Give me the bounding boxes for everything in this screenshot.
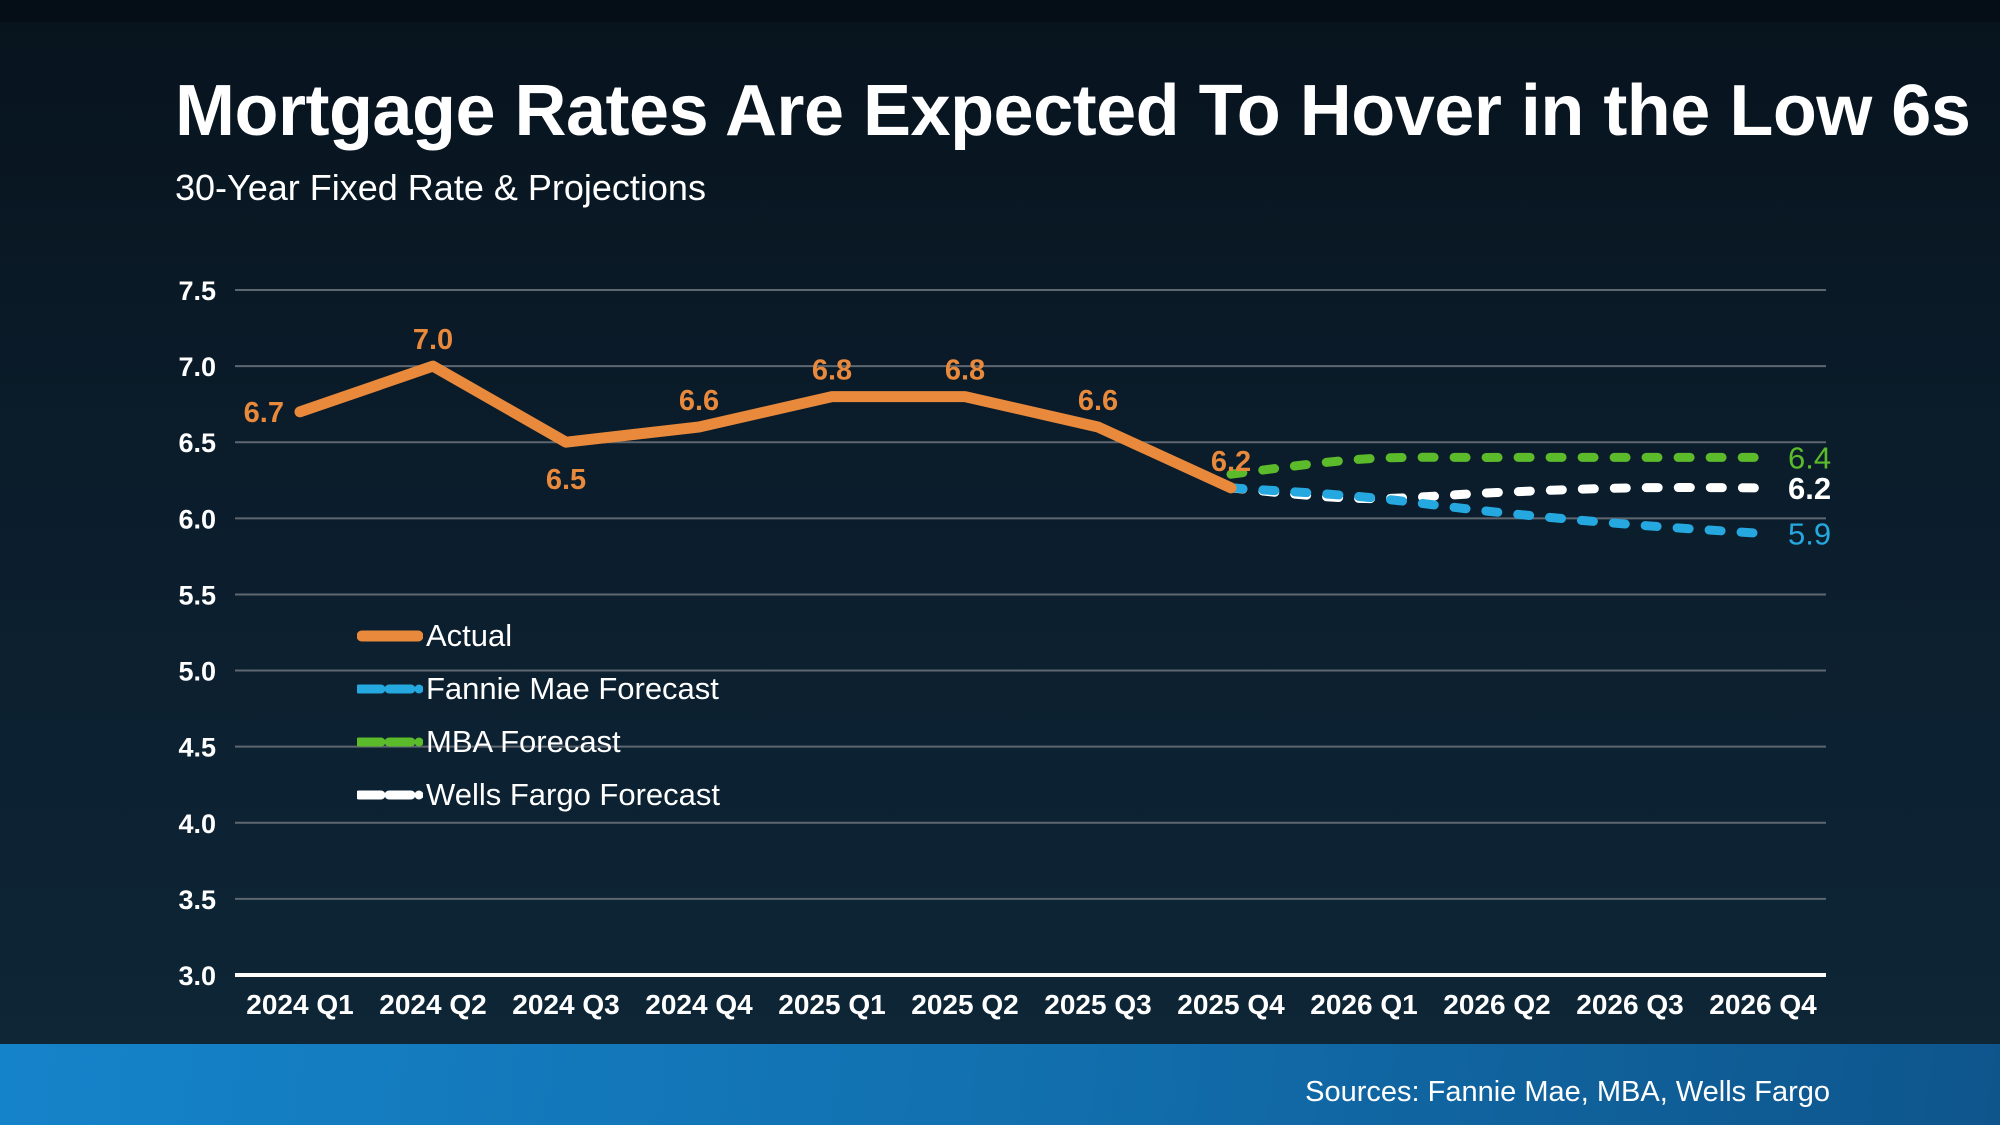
data-label: 6.6	[679, 385, 719, 417]
page-subtitle: 30-Year Fixed Rate & Projections	[175, 167, 706, 208]
series-line-wells-fargo-forecast	[1226, 483, 1768, 504]
legend-item-fannie-mae-forecast: Fannie Mae Forecast	[357, 662, 720, 715]
data-label: 6.8	[945, 355, 985, 387]
y-axis-label: 7.0	[178, 352, 216, 382]
dashed-line-swatch-icon	[357, 737, 423, 746]
y-axis-label: 3.5	[178, 885, 216, 915]
legend-label: Actual	[426, 617, 513, 653]
forecast-end-label: 6.2	[1788, 471, 1831, 506]
series-line-actual	[294, 360, 1237, 494]
top-bar	[0, 0, 2000, 22]
source-text: Sources: Fannie Mae, MBA, Wells Fargo	[1305, 1076, 1830, 1108]
x-axis-label: 2024 Q4	[645, 989, 753, 1020]
data-label: 6.8	[812, 355, 852, 387]
y-axis-label: 5.5	[178, 580, 216, 610]
x-axis-label: 2025 Q4	[1177, 989, 1285, 1020]
x-axis-label: 2024 Q1	[246, 989, 353, 1020]
solid-line-swatch-icon	[357, 630, 423, 641]
data-label: 6.2	[1211, 446, 1251, 478]
x-axis-label: 2025 Q3	[1044, 989, 1151, 1020]
y-axis-labels: 7.5 7.0 6.5 6.0 5.5 5.0 4.5 4.0 3.5 3.0	[178, 276, 216, 991]
forecast-end-label: 5.9	[1788, 517, 1831, 552]
x-axis-label: 2026 Q1	[1310, 989, 1417, 1020]
y-axis-label: 4.0	[178, 809, 216, 839]
legend-item-mba-forecast: MBA Forecast	[357, 715, 720, 768]
forecast-end-label: 6.4	[1788, 440, 1831, 475]
chart-legend: Actual Fannie Mae Forecast MBA Forecast Wel…	[357, 609, 720, 821]
gridlines	[235, 289, 1826, 977]
y-axis-label: 7.5	[178, 276, 216, 306]
y-axis-label: 4.5	[178, 733, 216, 763]
page-title: Mortgage Rates Are Expected To Hover in …	[175, 71, 1971, 151]
legend-item-actual: Actual	[357, 609, 720, 662]
x-axis-label: 2024 Q2	[379, 989, 486, 1020]
y-axis-label: 6.0	[178, 504, 216, 534]
x-axis-label: 2026 Q3	[1576, 989, 1683, 1020]
data-labels: 6.7 7.0 6.5 6.6 6.8 6.8 6.6 6.2	[244, 324, 1251, 496]
y-axis-label: 5.0	[178, 657, 216, 687]
data-label: 7.0	[413, 324, 453, 356]
series-line-fannie-mae-forecast	[1226, 483, 1768, 539]
footer-bar: Sources: Fannie Mae, MBA, Wells Fargo	[0, 1044, 2000, 1125]
legend-label: MBA Forecast	[426, 723, 621, 759]
x-axis-label: 2026 Q4	[1709, 989, 1817, 1020]
end-labels: 6.2 5.9 6.4	[1788, 440, 1831, 551]
dashed-line-swatch-icon	[357, 790, 423, 799]
dashed-line-swatch-icon	[357, 684, 423, 693]
legend-label: Fannie Mae Forecast	[426, 670, 719, 706]
data-label: 6.7	[244, 397, 284, 429]
data-label: 6.5	[546, 464, 586, 496]
data-label: 6.6	[1078, 385, 1118, 417]
x-axis-label: 2024 Q3	[512, 989, 619, 1020]
y-axis-label: 6.5	[178, 428, 216, 458]
series-lines	[294, 360, 1768, 539]
x-axis-label: 2026 Q2	[1443, 989, 1550, 1020]
x-axis-label: 2025 Q1	[778, 989, 885, 1020]
legend-item-wells-fargo-forecast: Wells Fargo Forecast	[357, 768, 720, 821]
x-axis-labels: 2024 Q1 2024 Q2 2024 Q3 2024 Q4 2025 Q1 2025 …	[246, 989, 1817, 1020]
legend-label: Wells Fargo Forecast	[426, 776, 721, 812]
y-axis-label: 3.0	[178, 961, 216, 991]
series-line-mba-forecast	[1226, 452, 1768, 479]
x-axis-label: 2025 Q2	[911, 989, 1018, 1020]
